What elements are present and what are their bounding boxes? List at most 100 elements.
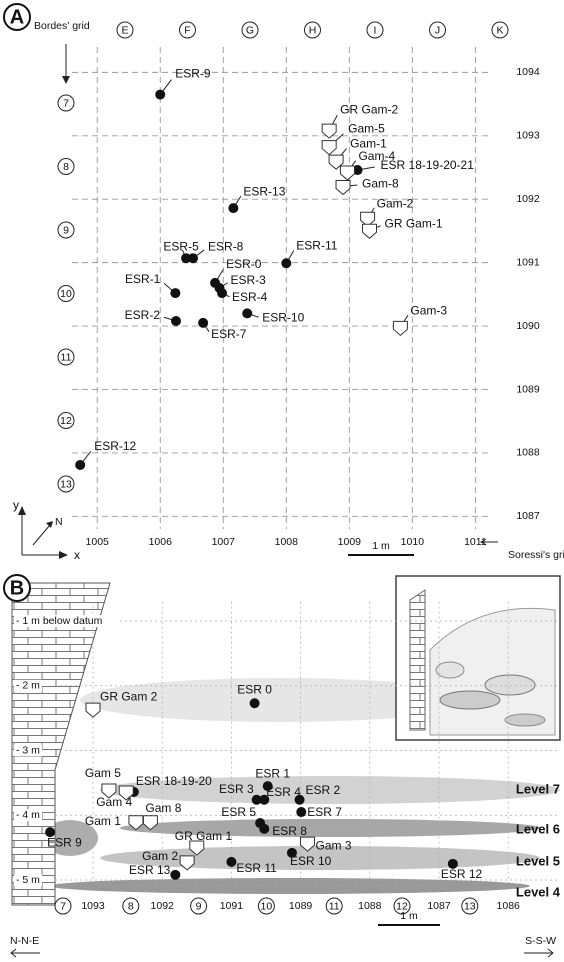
bordes-label: 8 xyxy=(128,900,134,912)
shield-marker xyxy=(339,165,355,181)
y-tick-label: 1090 xyxy=(516,320,540,332)
shield-marker xyxy=(101,783,117,799)
dot-marker xyxy=(447,858,458,869)
bordes-label: G xyxy=(246,24,254,36)
y-tick-label: 1092 xyxy=(516,193,540,205)
dot-marker xyxy=(242,308,253,319)
dot-marker xyxy=(296,807,307,818)
shield-marker xyxy=(335,180,351,196)
x-tick-label: 1011 xyxy=(464,536,487,548)
arrow-head xyxy=(62,76,70,84)
point-label: Gam-4 xyxy=(358,149,395,163)
y-tick-label: 1089 xyxy=(516,383,540,395)
y-tick-label: - 4 m xyxy=(16,809,40,821)
dot-marker xyxy=(251,794,262,805)
axis-label: y xyxy=(13,498,19,512)
bordes-circle xyxy=(429,21,446,39)
point-label: Gam 8 xyxy=(145,801,181,815)
point-label: ESR-5 xyxy=(163,239,199,253)
point-label: ESR-4 xyxy=(232,290,268,304)
bordes-circle xyxy=(54,897,72,915)
decoration xyxy=(100,846,540,870)
level-label: Level 6 xyxy=(516,821,560,836)
dot-marker xyxy=(155,89,166,100)
bordes-label: 9 xyxy=(63,224,69,236)
point-label: GR Gam 1 xyxy=(175,829,233,843)
dot-marker xyxy=(181,253,192,264)
point-label: ESR 11 xyxy=(236,861,277,875)
panel-label: B xyxy=(10,577,24,599)
x-tick-label: 1093 xyxy=(81,900,105,912)
decoration xyxy=(439,690,501,710)
bordes-label: K xyxy=(496,24,503,36)
point-label: ESR-12 xyxy=(94,439,136,453)
point-label: GR Gam-2 xyxy=(340,102,398,116)
shield-marker xyxy=(300,836,316,852)
point-label: Gam 3 xyxy=(316,838,352,852)
dot-marker xyxy=(45,827,56,838)
decoration xyxy=(11,582,111,906)
dot-marker xyxy=(226,856,237,867)
dot-marker xyxy=(259,823,270,834)
y-tick-label: 1087 xyxy=(516,510,540,522)
point-label: ESR 1 xyxy=(255,766,290,780)
bordes-circle xyxy=(57,475,75,493)
panel-badge xyxy=(3,574,31,602)
shield-marker xyxy=(128,815,144,831)
x-tick-label: 1086 xyxy=(497,900,521,912)
y-tick-label: 1093 xyxy=(516,130,540,142)
dot-marker xyxy=(198,317,209,328)
bordes-label: 13 xyxy=(60,478,72,490)
level-label: Level 7 xyxy=(516,781,560,796)
decoration xyxy=(42,820,98,856)
shield-marker xyxy=(321,123,337,139)
shield-marker xyxy=(360,211,376,227)
level-label: Level 5 xyxy=(516,853,560,868)
decoration xyxy=(80,678,480,722)
bordes-label: 7 xyxy=(60,900,66,912)
dot-marker xyxy=(170,288,181,299)
y-tick-label: - 1 m below datum xyxy=(16,615,103,627)
bordes-circle xyxy=(325,897,343,915)
decoration xyxy=(100,776,560,804)
bordes-label: I xyxy=(374,24,377,36)
bordes-label: E xyxy=(121,24,128,36)
axis-label: x xyxy=(74,548,80,562)
point-label: ESR 18-19-20 xyxy=(136,774,212,788)
bordes-label: 12 xyxy=(396,900,408,912)
grid-name: Soressi's grid xyxy=(508,549,564,561)
bordes-circle xyxy=(304,21,321,39)
point-label: Gam 1 xyxy=(85,814,121,828)
y-tick-label: - 3 m xyxy=(16,744,40,756)
bordes-label: 11 xyxy=(329,900,340,912)
point-label: Gam 2 xyxy=(142,849,178,863)
tick-label-bg xyxy=(14,874,42,887)
panel-badge xyxy=(3,3,31,31)
bordes-circle xyxy=(241,21,259,39)
bordes-circle xyxy=(257,897,275,915)
shield-marker xyxy=(189,840,205,856)
bordes-circle xyxy=(122,897,140,915)
bordes-circle xyxy=(179,21,196,39)
x-tick-label: 1006 xyxy=(149,536,173,548)
x-tick-label: 1008 xyxy=(275,536,299,548)
point-label: Gam-1 xyxy=(350,136,387,150)
dot-marker xyxy=(286,847,297,858)
point-label: Gam-8 xyxy=(362,177,399,191)
bordes-label: 11 xyxy=(61,351,72,363)
bordes-circle xyxy=(366,21,384,39)
level-label: Level 4 xyxy=(516,884,561,899)
direction-label: S-S-W xyxy=(525,935,556,947)
point-label: Gam-2 xyxy=(377,196,414,210)
dot-marker xyxy=(262,781,273,792)
point-label: ESR 12 xyxy=(441,867,483,881)
bordes-label: 13 xyxy=(464,900,476,912)
bordes-circle xyxy=(393,897,411,915)
north-arrow xyxy=(32,524,51,546)
bordes-circle xyxy=(57,94,75,112)
x-tick-label: 1092 xyxy=(151,900,175,912)
decoration xyxy=(409,589,426,731)
decoration xyxy=(484,674,536,696)
bordes-label: J xyxy=(435,24,440,36)
